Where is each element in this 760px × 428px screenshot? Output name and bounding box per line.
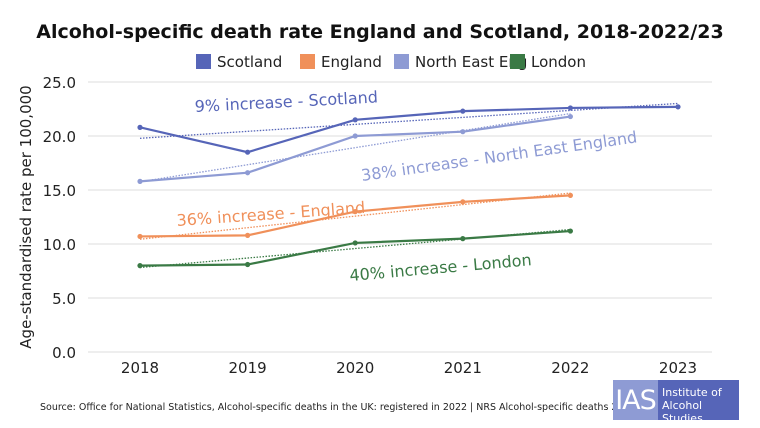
legend-label: North East Eng (415, 53, 527, 71)
data-point (567, 228, 574, 234)
x-tick-label: 2020 (336, 359, 374, 377)
data-point (352, 117, 358, 123)
x-tick-label: 2018 (121, 359, 159, 377)
data-point (567, 105, 574, 111)
y-tick-label: 10.0 (43, 236, 76, 254)
source-note: Source: Office for National Statistics, … (40, 402, 636, 413)
data-point (137, 263, 143, 269)
trendline-north-east-eng (139, 112, 571, 183)
data-point (460, 108, 466, 114)
x-tick-label: 2021 (444, 359, 482, 377)
data-point (567, 113, 574, 120)
legend-swatch (510, 54, 525, 69)
trend-annotation: 9% increase - Scotland (194, 87, 378, 116)
data-point (567, 192, 574, 198)
x-tick-label: 2023 (659, 359, 697, 377)
legend-label: London (531, 53, 586, 71)
y-tick-label: 25.0 (43, 74, 76, 92)
y-tick-label: 20.0 (43, 128, 76, 146)
data-point (245, 232, 251, 238)
x-tick-label: 2022 (551, 359, 589, 377)
data-point (352, 209, 358, 215)
legend-label: England (321, 53, 382, 71)
x-tick-label: 2019 (229, 359, 267, 377)
series-line-scotland (139, 105, 679, 154)
data-point (460, 236, 466, 242)
y-axis-label: Age-standardised rate per 100,000 (17, 85, 35, 348)
data-point (675, 104, 681, 110)
trend-annotation: 40% increase - London (349, 250, 533, 285)
legend-swatch (394, 54, 409, 69)
data-point (352, 240, 358, 246)
trend-annotation: 36% increase - England (176, 198, 366, 230)
data-point (137, 233, 143, 240)
ias-logo: IAS Institute of Alcohol Studies (613, 380, 739, 425)
data-point (137, 124, 143, 130)
legend-swatch (300, 54, 315, 69)
y-tick-label: 5.0 (52, 290, 76, 308)
data-point (245, 261, 251, 268)
data-point (245, 149, 251, 155)
data-point (352, 133, 358, 139)
data-point (460, 199, 466, 205)
y-tick-label: 0.0 (52, 344, 76, 362)
data-point (137, 178, 143, 184)
logo-mark: IAS (613, 380, 658, 420)
data-point (245, 170, 251, 176)
legend-label: Scotland (217, 53, 282, 71)
y-tick-label: 15.0 (43, 182, 76, 200)
data-point (460, 129, 466, 135)
legend-swatch (196, 54, 211, 69)
logo-text: Institute of Alcohol Studies (658, 380, 739, 425)
chart-title: Alcohol-specific death rate England and … (36, 21, 724, 43)
